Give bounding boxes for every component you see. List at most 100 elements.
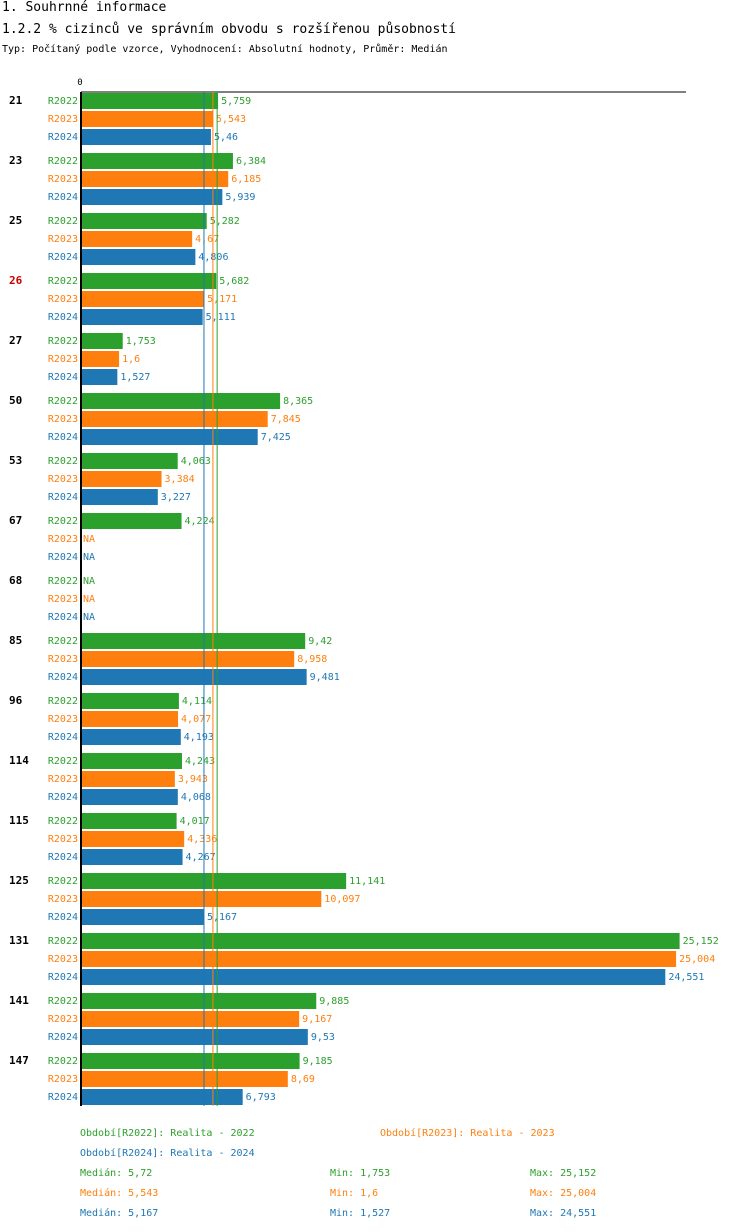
category-label-114: 114 (9, 754, 29, 767)
value-label-r2022-27: 1,753 (126, 336, 156, 347)
series-label-r2024-125: R2024 (48, 912, 78, 923)
bar-r2024-125 (81, 909, 204, 925)
category-label-26: 26 (9, 274, 23, 287)
value-label-r2023-114: 3,943 (178, 774, 208, 785)
x-axis-zero-label: 0 (77, 78, 82, 88)
bar-r2022-67 (81, 513, 182, 529)
bar-r2023-25 (81, 231, 193, 247)
bar-r2022-53 (81, 453, 178, 469)
chart-meta: Typ: Počítaný podle vzorce, Vyhodnocení:… (2, 44, 448, 55)
series-label-r2023-53: R2023 (48, 474, 78, 485)
bar-r2023-23 (81, 171, 229, 187)
legend-r2023: Období[R2023]: Realita - 2023 (380, 1128, 555, 1139)
series-label-r2022-147: R2022 (48, 1056, 78, 1067)
series-label-r2023-68: R2023 (48, 594, 78, 605)
bar-r2024-131 (81, 969, 666, 985)
value-label-r2024-114: 4,068 (181, 792, 211, 803)
bar-r2024-53 (81, 489, 158, 505)
bar-r2023-85 (81, 651, 295, 667)
series-label-r2023-23: R2023 (48, 174, 78, 185)
series-label-r2022-141: R2022 (48, 996, 78, 1007)
value-label-r2023-115: 4,336 (187, 834, 217, 845)
value-label-r2024-141: 9,53 (311, 1032, 335, 1043)
bar-r2024-21 (81, 129, 211, 145)
series-label-r2022-53: R2022 (48, 456, 78, 467)
value-label-r2024-68: NA (83, 612, 95, 623)
series-label-r2023-50: R2023 (48, 414, 78, 425)
bar-r2023-131 (81, 951, 677, 967)
bar-r2024-25 (81, 249, 196, 265)
bar-r2024-23 (81, 189, 223, 205)
series-label-r2023-141: R2023 (48, 1014, 78, 1025)
value-label-r2022-50: 8,365 (283, 396, 313, 407)
series-label-r2024-147: R2024 (48, 1092, 78, 1103)
category-label-147: 147 (9, 1054, 29, 1067)
page-title: 1. Souhrnné informace (2, 0, 167, 15)
series-label-r2024-68: R2024 (48, 612, 78, 623)
value-label-r2022-125: 11,141 (349, 876, 385, 887)
value-label-r2023-27: 1,6 (122, 354, 140, 365)
series-label-r2023-96: R2023 (48, 714, 78, 725)
value-label-r2023-141: 9,167 (302, 1014, 332, 1025)
bar-r2023-96 (81, 711, 179, 727)
value-label-r2024-96: 4,193 (184, 732, 214, 743)
bar-r2024-50 (81, 429, 258, 445)
series-label-r2023-147: R2023 (48, 1074, 78, 1085)
category-label-27: 27 (9, 334, 22, 347)
category-label-131: 131 (9, 934, 29, 947)
series-label-r2024-115: R2024 (48, 852, 78, 863)
value-label-r2022-114: 4,243 (185, 756, 215, 767)
value-label-r2022-25: 5,282 (210, 216, 240, 227)
value-label-r2023-125: 10,097 (324, 894, 360, 905)
series-label-r2022-68: R2022 (48, 576, 78, 587)
bar-r2022-114 (81, 753, 182, 769)
category-label-68: 68 (9, 574, 22, 587)
category-label-85: 85 (9, 634, 22, 647)
bar-r2024-141 (81, 1029, 308, 1045)
value-label-r2023-50: 7,845 (271, 414, 301, 425)
bar-r2024-147 (81, 1089, 243, 1105)
value-label-r2024-50: 7,425 (261, 432, 291, 443)
value-label-r2023-53: 3,384 (165, 474, 195, 485)
value-label-r2024-67: NA (83, 552, 95, 563)
series-label-r2024-21: R2024 (48, 132, 78, 143)
category-label-53: 53 (9, 454, 22, 467)
value-label-r2022-21: 5,759 (221, 96, 251, 107)
value-label-r2023-68: NA (83, 594, 95, 605)
value-label-r2024-125: 5,167 (207, 912, 237, 923)
series-label-r2024-85: R2024 (48, 672, 78, 683)
bar-r2023-53 (81, 471, 162, 487)
value-label-r2024-26: 5,111 (206, 312, 236, 323)
value-label-r2023-25: 4,67 (195, 234, 219, 245)
value-label-r2023-26: 5,171 (207, 294, 237, 305)
stat-min-r2023: Min: 1,6 (330, 1188, 379, 1199)
series-label-r2022-26: R2022 (48, 276, 78, 287)
series-label-r2024-141: R2024 (48, 1032, 78, 1043)
stat-max-r2023: Max: 25,004 (530, 1188, 597, 1199)
series-label-r2024-23: R2024 (48, 192, 78, 203)
bar-r2023-147 (81, 1071, 288, 1087)
bar-r2024-115 (81, 849, 183, 865)
series-label-r2022-21: R2022 (48, 96, 78, 107)
value-label-r2023-96: 4,077 (181, 714, 211, 725)
value-label-r2022-68: NA (83, 576, 95, 587)
value-label-r2022-141: 9,885 (319, 996, 349, 1007)
bar-r2022-115 (81, 813, 177, 829)
series-label-r2023-67: R2023 (48, 534, 78, 545)
stat-max-r2022: Max: 25,152 (530, 1168, 597, 1179)
category-label-50: 50 (9, 394, 22, 407)
value-label-r2022-131: 25,152 (683, 936, 719, 947)
bar-r2022-21 (81, 93, 219, 109)
bar-r2024-27 (81, 369, 118, 385)
series-label-r2024-27: R2024 (48, 372, 78, 383)
value-label-r2023-85: 8,958 (297, 654, 327, 665)
series-label-r2023-131: R2023 (48, 954, 78, 965)
series-label-r2022-114: R2022 (48, 756, 78, 767)
series-label-r2024-67: R2024 (48, 552, 78, 563)
value-label-r2022-96: 4,114 (182, 696, 212, 707)
value-label-r2024-27: 1,527 (120, 372, 150, 383)
series-label-r2024-96: R2024 (48, 732, 78, 743)
stat-median-r2024: Medián: 5,167 (80, 1208, 159, 1219)
legend-r2022: Období[R2022]: Realita - 2022 (80, 1128, 255, 1139)
